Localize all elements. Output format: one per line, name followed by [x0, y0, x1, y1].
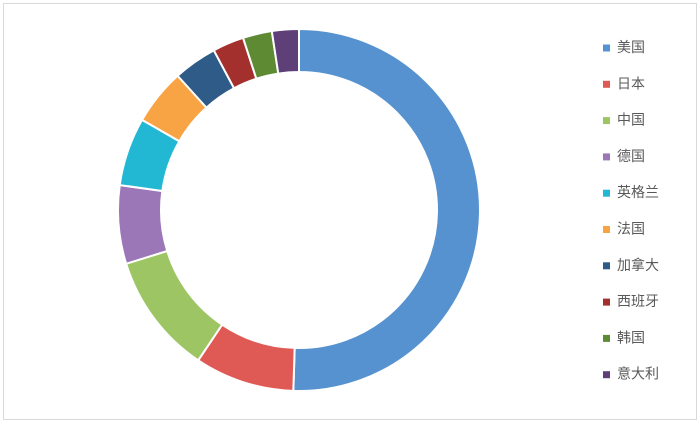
donut-slice: [117, 183, 169, 266]
legend-marker: [603, 44, 610, 52]
legend-label: 中国: [617, 113, 645, 129]
legend-label: 法国: [617, 222, 645, 238]
legend-marker: [603, 226, 610, 233]
legend-label: 日本: [617, 76, 645, 92]
legend-marker: [603, 153, 610, 161]
legend-label: 韩国: [617, 330, 645, 346]
legend-label: 英格兰: [617, 184, 659, 201]
legend-label: 加拿大: [617, 257, 659, 274]
legend-label: 德国: [617, 149, 645, 165]
legend-label: 意大利: [617, 366, 659, 383]
legend-marker: [603, 117, 610, 125]
legend-label: 西班牙: [617, 294, 659, 310]
legend-label: 美国: [617, 40, 645, 56]
legend-marker: [603, 371, 610, 379]
legend-marker: [603, 80, 610, 88]
legend-marker: [603, 189, 610, 197]
legend-marker: [603, 298, 610, 306]
donut-slice: [292, 27, 481, 392]
legend-marker: [603, 262, 610, 270]
donut-slice: [270, 27, 300, 75]
legend-marker: [603, 334, 610, 342]
